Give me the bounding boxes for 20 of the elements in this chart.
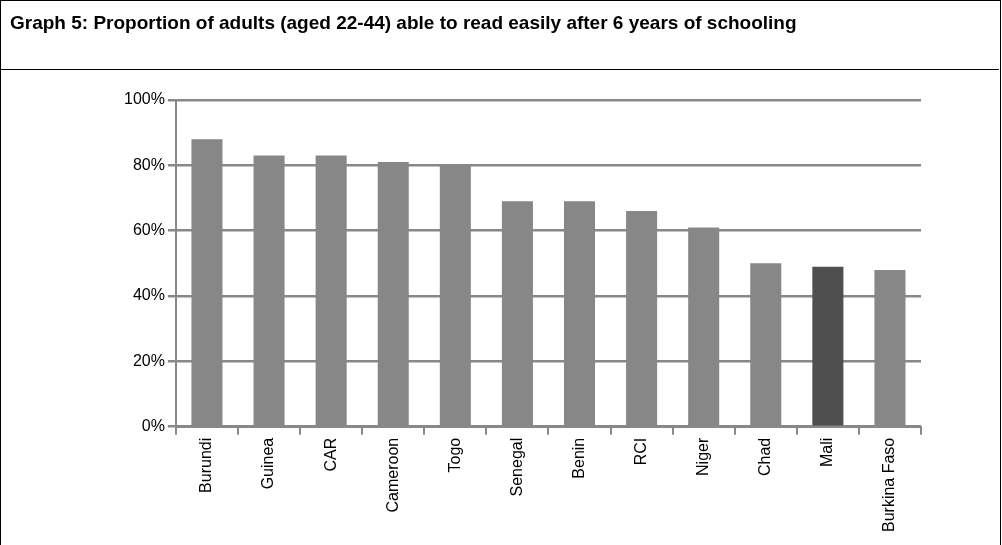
x-tick-label: Burundi — [197, 437, 215, 493]
y-tick-label: 40% — [132, 286, 165, 304]
x-tick-label: Guinea — [259, 437, 277, 490]
x-tick-label: CAR — [321, 437, 339, 472]
y-tick-label: 80% — [132, 155, 165, 173]
y-tick-label: 20% — [132, 351, 165, 369]
x-tick-label: RCI — [632, 437, 649, 466]
y-tick-label: 60% — [132, 221, 165, 239]
x-tick-label: Senegal — [507, 437, 525, 497]
x-tick-label: Niger — [694, 437, 712, 476]
y-tick-label: 100% — [124, 90, 165, 108]
x-tick-label: Burkina Faso — [880, 437, 898, 532]
bar — [812, 266, 844, 426]
x-tick-label: Togo — [445, 437, 463, 473]
chart-title: Graph 5: Proportion of adults (aged 22-44) able to read easily after 6 years of schooling — [0, 0, 999, 70]
x-tick-label: Mali — [818, 437, 836, 468]
x-tick-label: Chad — [756, 437, 774, 476]
x-tick-label: Benin — [569, 437, 587, 479]
y-tick-label: 0% — [141, 417, 165, 435]
x-tick-label: Cameroon — [383, 437, 401, 513]
